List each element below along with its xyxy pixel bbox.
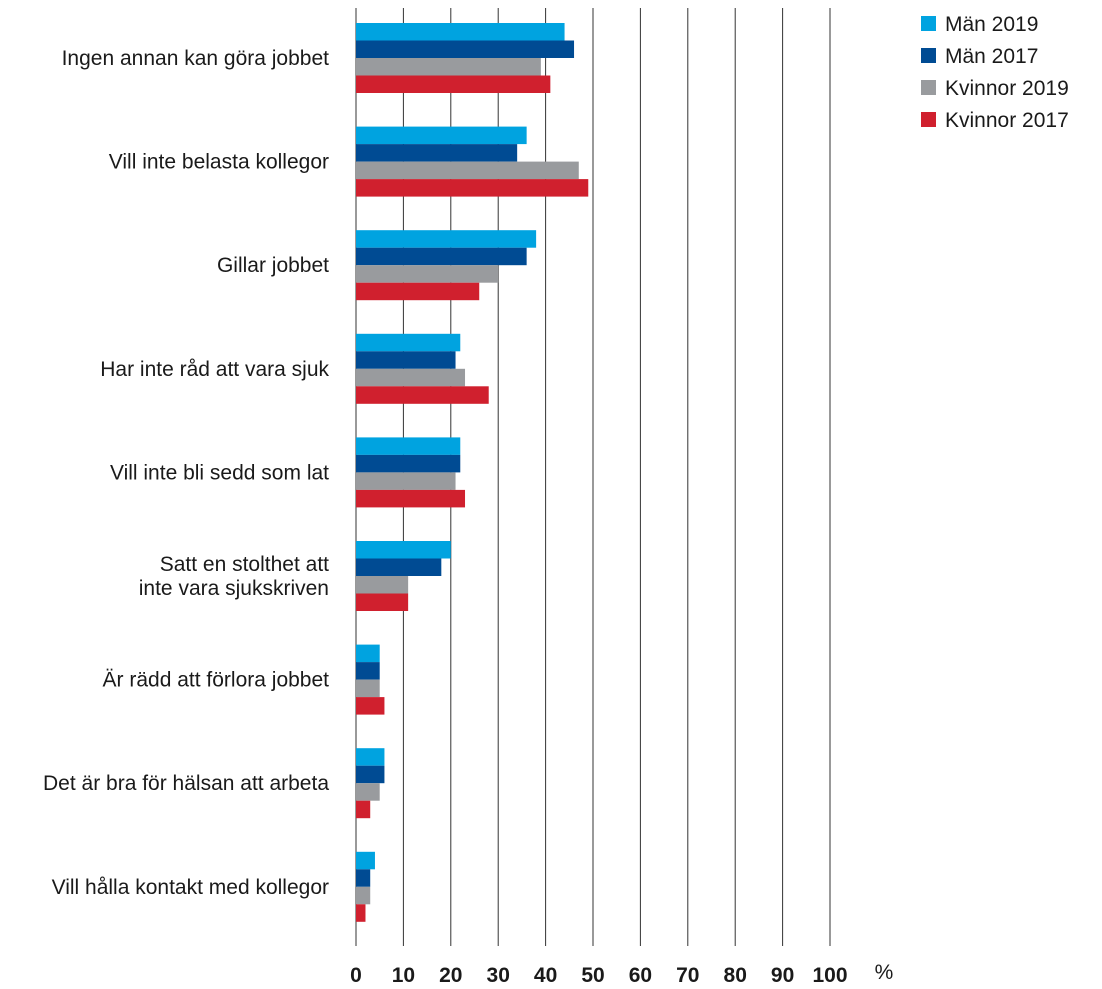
legend-label: Män 2019 [945, 13, 1038, 36]
x-tick-label: 100 [812, 964, 847, 987]
bar [356, 437, 461, 455]
legend-label: Kvinnor 2019 [945, 77, 1069, 100]
bar [356, 247, 527, 266]
x-tick-label: 10 [392, 964, 415, 987]
x-tick-label: 30 [487, 964, 510, 987]
x-tick-label: 90 [771, 964, 794, 987]
legend-swatch [921, 16, 936, 31]
category-label: Gillar jobbet [217, 254, 329, 277]
bar [356, 333, 461, 352]
bar [356, 472, 456, 490]
category-label: Satt en stolthet att [160, 553, 329, 576]
x-tick-label: 20 [439, 964, 462, 987]
legend-swatch [921, 80, 936, 95]
category-label: Är rädd att förlora jobbet [103, 669, 330, 692]
legend: Män 2019 Män 2017 Kvinnor 2019 Kvinnor 2017 [921, 13, 1069, 132]
bar [356, 386, 489, 404]
x-tick-label: 60 [629, 964, 652, 987]
bar [356, 576, 409, 594]
bar [356, 161, 579, 180]
bar [356, 368, 466, 387]
bar [356, 23, 565, 41]
bar [356, 748, 385, 766]
bar [356, 765, 385, 784]
category-label: Ingen annan kan göra jobbet [62, 47, 330, 70]
bar [356, 541, 451, 559]
x-tick-label: 40 [534, 964, 557, 987]
x-unit-label: % [875, 961, 894, 984]
bar [356, 851, 375, 870]
bar [356, 644, 380, 663]
bar [356, 351, 456, 369]
bar [356, 697, 385, 715]
bar [356, 265, 499, 283]
bar [356, 230, 537, 248]
legend-swatch [921, 112, 936, 127]
legend-label: Kvinnor 2017 [945, 109, 1069, 132]
bar [356, 282, 480, 301]
bar [356, 489, 466, 508]
category-label: Vill inte belasta kollegor [109, 151, 329, 174]
legend-swatch [921, 48, 936, 63]
bar [356, 126, 527, 145]
bar [356, 800, 371, 819]
bar [356, 593, 409, 611]
bar [356, 904, 366, 922]
category-label: inte vara sjukskriven [139, 577, 329, 600]
bar [356, 144, 518, 162]
bar [356, 783, 380, 801]
bar [356, 40, 575, 58]
bar [356, 886, 371, 905]
x-tick-label: 70 [676, 964, 699, 987]
category-label: Det är bra för hälsan att arbeta [43, 772, 329, 795]
x-tick-label: 80 [724, 964, 747, 987]
x-axis-tick-labels: 0 10 20 30 40 50 60 70 80 90 100% [350, 961, 893, 987]
bar [356, 558, 442, 576]
bar [356, 58, 541, 76]
legend-label: Män 2017 [945, 45, 1038, 68]
category-label: Vill inte bli sedd som lat [110, 461, 329, 484]
bar [356, 679, 380, 698]
category-labels: Ingen annan kan göra jobbet Vill inte bel… [43, 47, 329, 899]
bars [356, 23, 589, 922]
bar [356, 454, 461, 473]
bar [356, 75, 551, 93]
bar [356, 869, 371, 887]
category-label: Har inte råd att vara sjuk [100, 358, 329, 381]
bar [356, 662, 380, 680]
x-tick-label: 50 [581, 964, 604, 987]
bar [356, 179, 589, 197]
x-tick-label: 0 [350, 964, 362, 987]
category-label: Vill hålla kontakt med kollegor [52, 876, 329, 899]
